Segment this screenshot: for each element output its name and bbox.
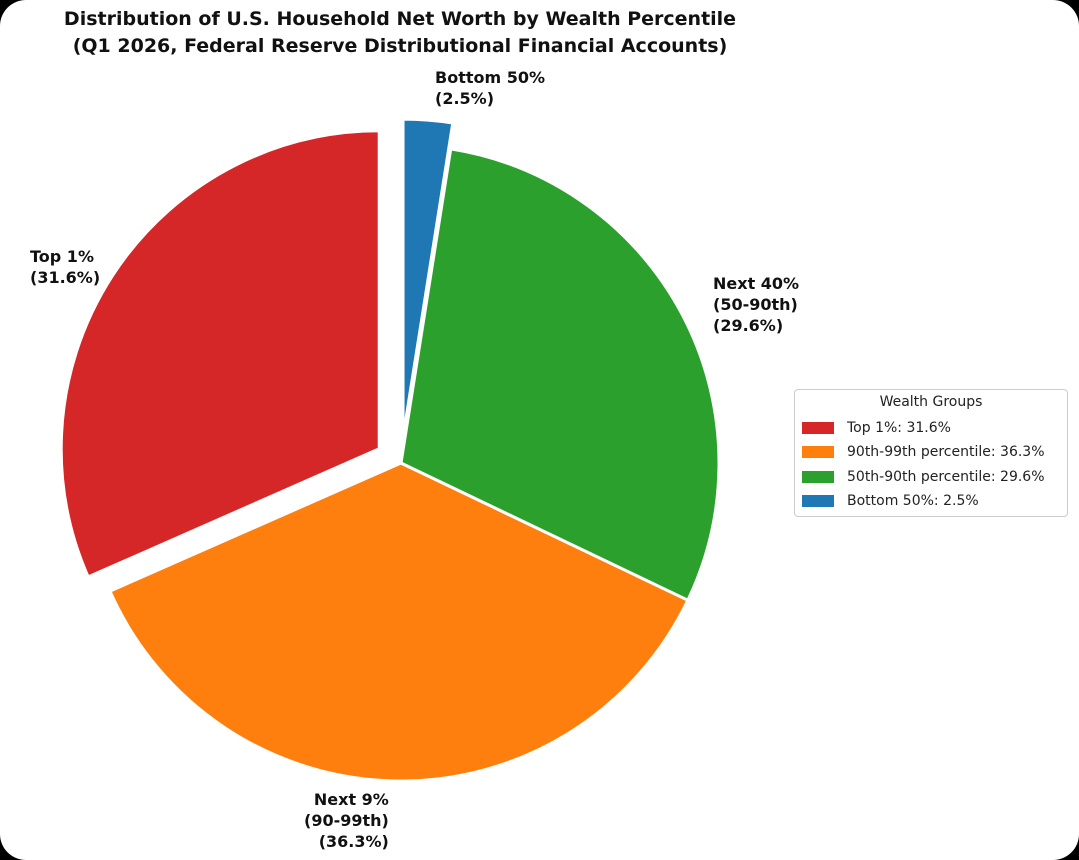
pie-slice-bottom50 xyxy=(401,117,455,439)
slice-label-next-40: Next 40% (50-90th) (29.6%) xyxy=(713,274,800,335)
chart-title: Distribution of U.S. Household Net Worth… xyxy=(63,8,737,30)
slice-label-top1: Top 1% (31.6%) xyxy=(30,247,101,287)
chart-subtitle: (Q1 2026, Federal Reserve Distributional… xyxy=(72,35,728,57)
legend-item-p90-99: 90th-99th percentile: 36.3% xyxy=(802,441,1045,463)
legend-swatch xyxy=(802,446,834,458)
slice-label-next-9: Next 9% (90-99th) (36.3%) xyxy=(304,790,389,851)
legend-title: Wealth Groups xyxy=(879,394,983,410)
pie-slice-top1 xyxy=(59,129,381,579)
legend-swatch xyxy=(802,422,834,434)
legend-swatch xyxy=(802,495,834,507)
pie-slice-p90_99 xyxy=(108,461,690,783)
legend-label: Top 1%: 31.6% xyxy=(847,420,951,436)
legend-item-bottom50: Bottom 50%: 2.5% xyxy=(802,490,979,512)
legend-item-p50-90: 50th-90th percentile: 29.6% xyxy=(802,466,1045,488)
legend-label: 90th-99th percentile: 36.3% xyxy=(847,444,1045,460)
legend: Wealth Groups Top 1%: 31.6% 90th-99th pe… xyxy=(794,389,1068,517)
pie-slice-p50_90 xyxy=(399,147,721,602)
slice-label-bottom-50: Bottom 50% (2.5%) xyxy=(435,68,546,108)
legend-label: 50th-90th percentile: 29.6% xyxy=(847,469,1045,485)
legend-label: Bottom 50%: 2.5% xyxy=(847,493,979,509)
legend-item-top1: Top 1%: 31.6% xyxy=(802,417,951,439)
legend-swatch xyxy=(802,471,834,483)
